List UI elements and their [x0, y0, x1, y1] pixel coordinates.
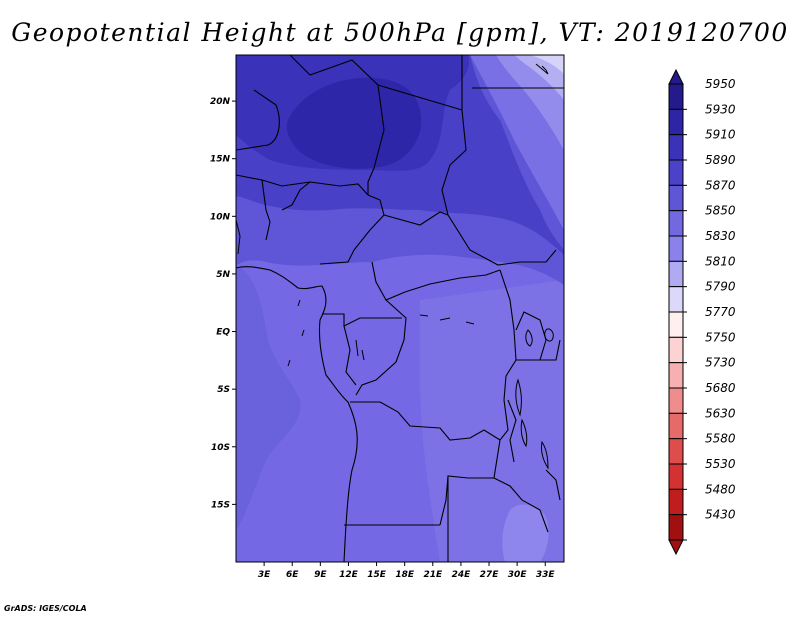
colorbar-label: 5530 [705, 457, 736, 471]
colorbar-upper-arrow [668, 68, 684, 85]
colorbar-swatch [668, 184, 684, 212]
colorbar-swatch [668, 488, 684, 516]
colorbar-label: 5680 [705, 381, 736, 395]
lon-tick-label: 33E [536, 570, 556, 580]
longitude-axis: 3E 6E 9E 12E 15E 18E 21E 24E 27E 30E 33E [258, 562, 556, 580]
colorbar-label: 5810 [705, 254, 736, 268]
lon-tick-label: 3E [258, 570, 271, 580]
lon-tick-label: 30E [508, 570, 528, 580]
colorbar-swatch [668, 336, 684, 364]
colorbar-swatch [668, 412, 684, 440]
lat-tick-label: 15N [210, 155, 231, 165]
grads-credit: GrADS: IGES/COLA [4, 604, 87, 613]
lon-tick-label: 9E [314, 570, 327, 580]
height-contour-5930 [286, 77, 422, 169]
colorbar-swatch [668, 260, 684, 288]
colorbar-swatch [668, 514, 684, 541]
colorbar-label: 5870 [705, 178, 736, 192]
colorbar-label: 5750 [705, 330, 736, 344]
lakes [236, 63, 554, 470]
lon-tick-label: 12E [339, 570, 359, 580]
colorbar-swatch [668, 463, 684, 490]
colorbar-label: 5630 [705, 406, 736, 420]
height-contour-5830-se [502, 504, 549, 562]
lat-tick-label: 10S [211, 443, 230, 453]
height-contour-5790-ne [530, 55, 564, 74]
colorbar-swatch [668, 286, 684, 313]
lon-tick-label: 18E [395, 570, 415, 580]
colorbar-swatch [668, 311, 684, 338]
colorbar-swatch [668, 159, 684, 186]
colorbar-lower-arrow [668, 539, 684, 556]
colorbar-label: 5830 [705, 229, 736, 243]
lat-tick-label: EQ [216, 328, 230, 338]
map-frame [235, 54, 565, 563]
height-contour-5810-ne [514, 55, 564, 100]
colorbar-swatch [668, 83, 684, 110]
colorbar-label: 5930 [705, 102, 736, 116]
lon-tick-label: 6E [286, 570, 299, 580]
lon-tick-label: 27E [480, 570, 500, 580]
colorbar-label: 5580 [705, 432, 736, 446]
colorbar-label: 5730 [705, 356, 736, 370]
colorbar: 5950 5930 5910 5890 5870 5850 5830 5810 5790 5770… [668, 68, 736, 556]
colorbar-swatch [668, 362, 684, 389]
lon-tick-label: 21E [423, 570, 443, 580]
lon-tick-label: 24E [452, 570, 472, 580]
lat-tick-label: 5N [216, 270, 230, 280]
colorbar-swatch [668, 438, 684, 465]
colorbar-swatch [668, 387, 684, 414]
country-borders [236, 55, 564, 562]
colorbar-swatch [668, 108, 684, 136]
colorbar-label: 5770 [705, 305, 736, 319]
map-title: Geopotential Height at 500hPa [gpm], VT:… [11, 18, 789, 47]
colorbar-label: 5430 [705, 508, 736, 522]
colorbar-label: 5850 [705, 204, 736, 218]
lat-tick-label: 20N [210, 97, 231, 107]
colorbar-label: 5950 [705, 77, 736, 91]
height-contour-5850-east [420, 280, 564, 562]
colorbar-swatch [668, 210, 684, 237]
colorbar-label: 5790 [705, 280, 736, 294]
colorbar-label: 5480 [705, 482, 736, 496]
colorbar-label: 5890 [705, 153, 736, 167]
map-plot-area [236, 55, 564, 562]
lat-tick-label: 10N [210, 212, 231, 222]
latitude-axis: 20N 15N 10N 5N EQ 5S 10S 15S [210, 97, 236, 510]
lat-tick-label: 15S [211, 500, 230, 510]
colorbar-label: 5910 [705, 128, 736, 142]
height-contour-5870-coast [236, 266, 301, 530]
colorbar-swatch [668, 235, 684, 262]
lat-tick-label: 5S [217, 385, 230, 395]
lon-tick-label: 15E [367, 570, 387, 580]
colorbar-swatch [668, 134, 684, 161]
